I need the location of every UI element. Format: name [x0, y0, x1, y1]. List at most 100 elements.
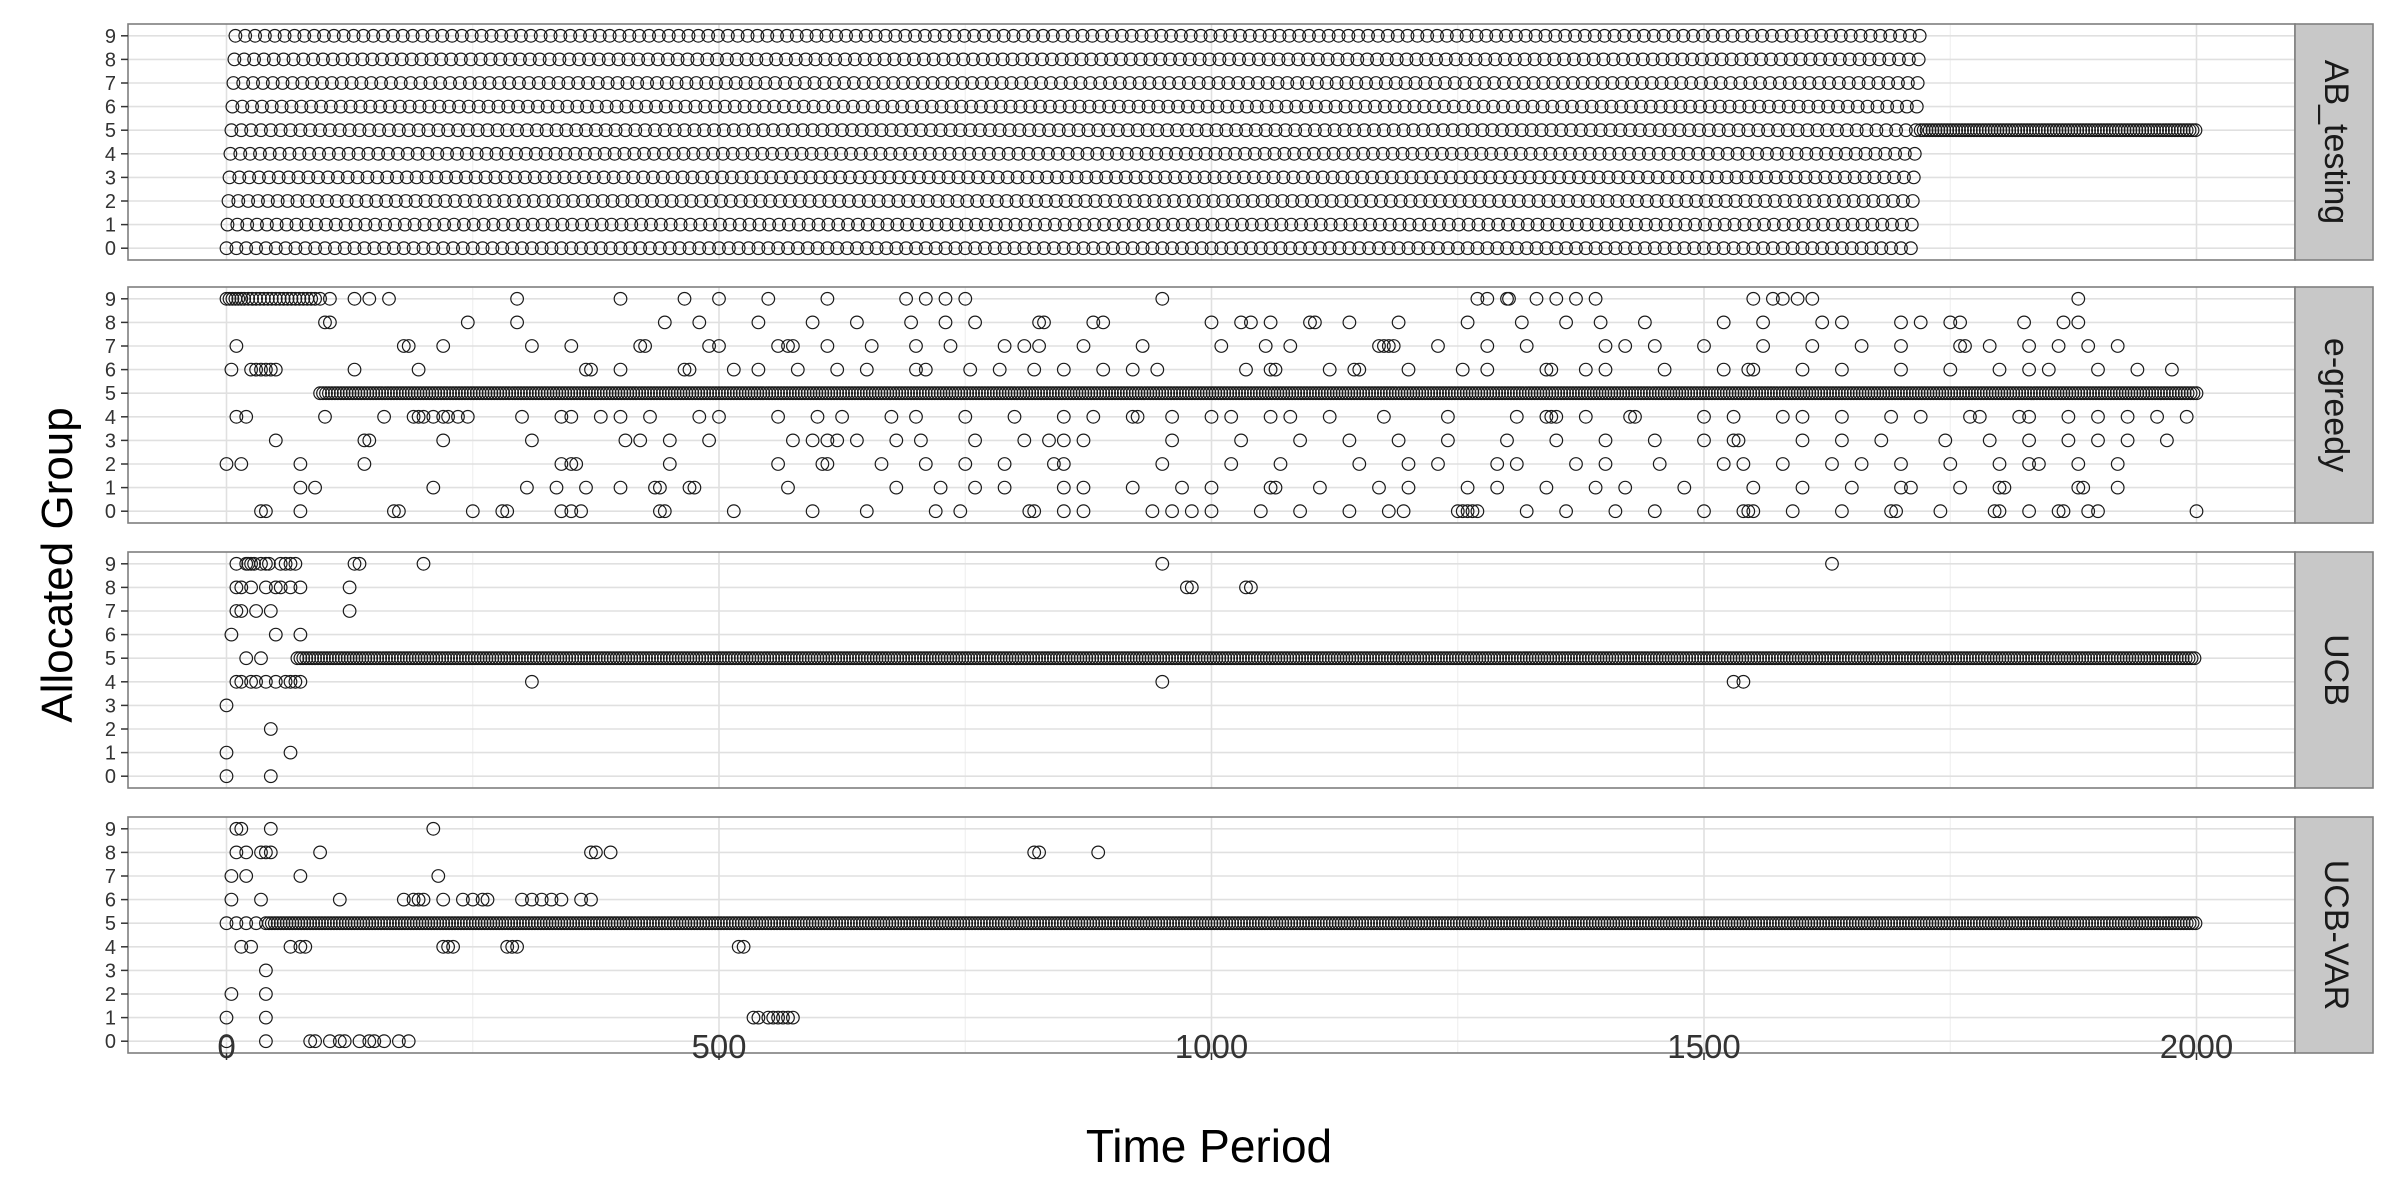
data-point: [1257, 146, 1272, 161]
data-point: [1470, 241, 1485, 256]
data-point: [786, 123, 800, 138]
data-point: [348, 386, 363, 401]
data-point: [816, 651, 831, 666]
data-point: [1785, 651, 1800, 666]
data-point: [1666, 386, 1681, 401]
data-point: [993, 651, 1008, 666]
data-point: [1675, 386, 1690, 401]
data-point: [1818, 170, 1833, 185]
data-point: [1071, 123, 1086, 138]
data-point: [1141, 651, 1156, 666]
data-point: [1709, 170, 1724, 185]
data-point: [662, 433, 677, 448]
data-point: [1846, 194, 1861, 208]
data-point: [1059, 170, 1074, 185]
data-point: [1277, 651, 1292, 666]
data-point: [1143, 386, 1158, 401]
data-point: [1312, 480, 1327, 495]
data-point: [1849, 123, 1864, 138]
data-point: [1403, 386, 1418, 401]
data-point: [792, 651, 807, 666]
data-point: [310, 194, 325, 208]
data-point: [272, 291, 287, 306]
data-point: [1772, 386, 1787, 401]
data-point: [1623, 123, 1637, 138]
data-point: [1117, 194, 1132, 208]
data-point: [1235, 386, 1249, 401]
data-point: [864, 123, 879, 138]
data-point: [1097, 217, 1111, 232]
data-point: [1490, 480, 1505, 495]
data-point: [1102, 386, 1116, 401]
data-point: [439, 170, 454, 185]
data-point: [317, 28, 331, 43]
data-point: [1184, 241, 1199, 256]
data-point: [473, 52, 488, 67]
data-point: [1142, 76, 1157, 90]
data-point: [1420, 28, 1435, 43]
data-point: [1181, 76, 1196, 90]
data-point: [1318, 651, 1333, 666]
data-point: [1222, 52, 1237, 67]
data-point: [293, 504, 308, 519]
data-point: [1170, 123, 1184, 138]
data-point: [1660, 386, 1675, 401]
data-point: [392, 123, 406, 138]
data-point: [525, 433, 539, 448]
data-point: [434, 52, 449, 67]
data-point: [1659, 194, 1674, 208]
data-point: [1802, 76, 1817, 90]
data-point: [1347, 386, 1362, 401]
data-point: [777, 386, 791, 401]
data-point: [1046, 241, 1061, 256]
data-point: [1167, 386, 1181, 401]
data-point: [685, 170, 700, 185]
data-point: [567, 386, 582, 401]
data-point: [925, 651, 940, 666]
data-point: [1726, 241, 1741, 256]
data-point: [1338, 99, 1353, 114]
data-point: [677, 651, 692, 666]
data-point: [1820, 123, 1834, 138]
data-point: [1542, 386, 1557, 401]
data-point: [1955, 123, 1969, 138]
data-point: [1834, 433, 1849, 448]
data-point: [1288, 123, 1303, 138]
y-tick-label: 0: [105, 1031, 116, 1053]
data-point: [1474, 146, 1489, 161]
data-point: [1718, 194, 1733, 208]
data-point: [308, 291, 323, 306]
y-tick-label: 1: [105, 743, 116, 765]
data-point: [1138, 170, 1153, 185]
data-point: [865, 386, 880, 401]
data-point: [1295, 194, 1309, 208]
data-point: [1040, 170, 1054, 185]
data-point: [803, 170, 818, 185]
data-point: [1484, 146, 1499, 161]
data-point: [465, 504, 480, 519]
data-point: [1020, 170, 1035, 185]
data-point: [954, 99, 969, 114]
data-point: [997, 480, 1012, 495]
data-point: [437, 217, 452, 232]
data-point: [1373, 194, 1388, 208]
data-point: [1445, 651, 1460, 666]
data-point: [784, 651, 798, 666]
data-point: [1051, 386, 1066, 401]
data-point: [945, 76, 960, 90]
data-point: [1348, 99, 1363, 114]
data-point: [1689, 194, 1703, 208]
data-point: [1711, 651, 1726, 666]
data-point: [1013, 386, 1028, 401]
data-point: [551, 76, 566, 90]
data-point: [225, 291, 240, 306]
data-point: [262, 146, 277, 161]
data-point: [1342, 433, 1357, 448]
data-point: [811, 217, 826, 232]
data-point: [1092, 99, 1107, 114]
data-point: [616, 170, 631, 185]
data-point: [1923, 386, 1938, 401]
data-point: [1253, 651, 1268, 666]
data-point: [1577, 28, 1592, 43]
y-tick-label: 4: [105, 672, 116, 694]
